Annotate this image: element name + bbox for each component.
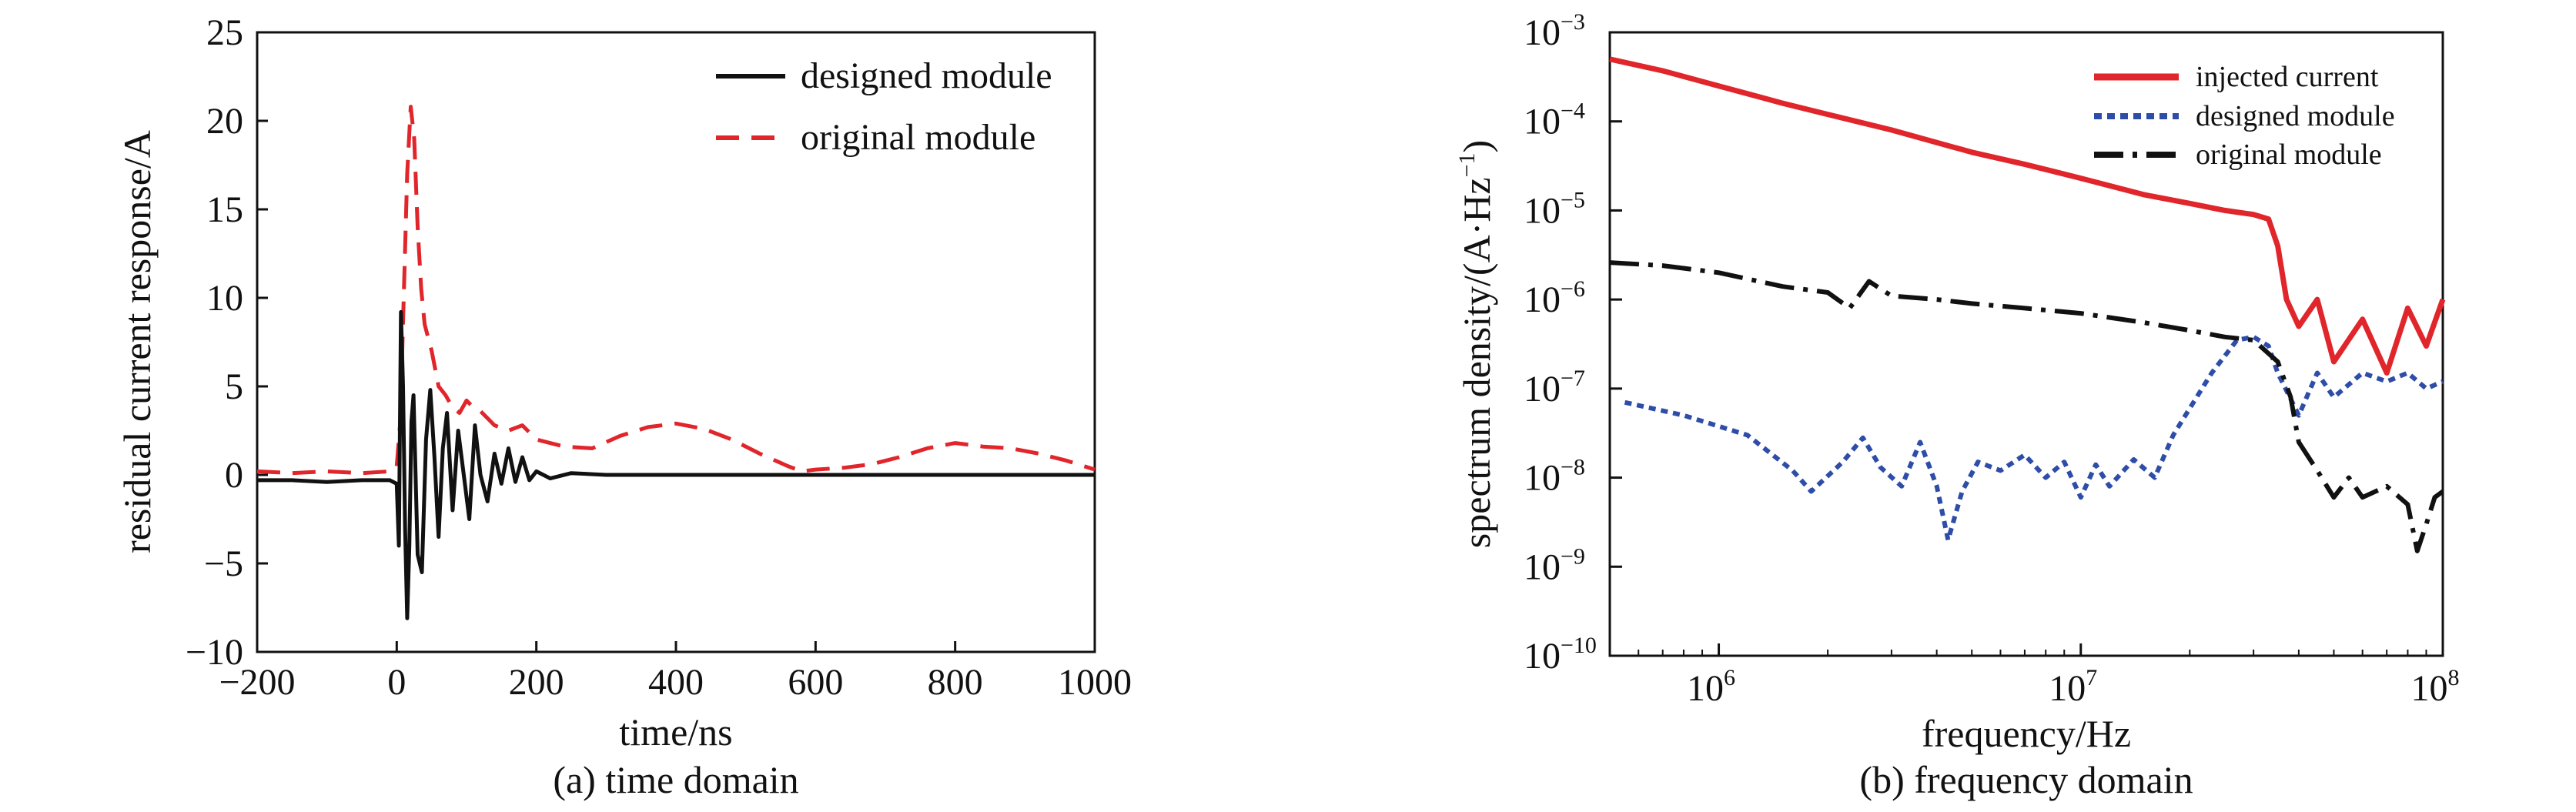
plot-frame-b [1608, 31, 2444, 657]
y-tick-label-a: 25 [206, 12, 243, 53]
series-line-b-original-module [1609, 260, 2444, 553]
series-line-a-original-module [256, 105, 1096, 476]
ticks-b: 106 107 108 10−3 10−4 10−5 10−6 10−7 10−8 10−9 10−… [1524, 9, 2460, 709]
y-tick-label-b: 10−6 [1524, 276, 1585, 320]
y-tick-label-a: −10 [186, 632, 243, 673]
x-tick-label-b: 107 [2049, 665, 2097, 709]
x-tick-label-b: 108 [2411, 665, 2460, 709]
x-tick-label-a: −200 [219, 662, 295, 703]
panel-frequency-domain: 106 107 108 10−3 10−4 10−5 10−6 10−7 10−8 10−9 10−… [1454, 9, 2460, 801]
legend-label-injected: injected current [2196, 61, 2379, 93]
series-a [256, 105, 1096, 620]
legend-a: designed module original module [716, 55, 1052, 158]
series-line-b-designed-module [1624, 334, 2444, 543]
y-axis-label-b: spectrum density/(A·Hz−1) [1454, 140, 1498, 548]
y-axis-label-b-sup: −1 [1454, 152, 1480, 177]
y-tick-label-b: 10−5 [1524, 187, 1585, 231]
y-tick-label-b: 10−8 [1524, 455, 1585, 499]
x-tick-label-a: 800 [928, 662, 983, 703]
legend-label-designed-b: designed module [2196, 100, 2395, 132]
series-line-a-designed-module [257, 309, 1095, 620]
x-tick-label-a: 0 [387, 662, 406, 703]
panel-time-domain: −200 0 200 400 600 800 1000 −10 −5 0 5 10 15 20 25 des… [115, 12, 1132, 801]
x-tick-label-a: 1000 [1058, 662, 1132, 703]
x-tick-label-b: 106 [1687, 665, 1735, 709]
y-tick-label-b: 10−3 [1524, 9, 1585, 53]
legend-label-designed: designed module [801, 55, 1052, 96]
y-tick-label-a: 5 [225, 366, 243, 407]
ticks-a: −200 0 200 400 600 800 1000 −10 −5 0 5 10 15 20 25 [186, 12, 1132, 703]
series-line-b-injected-current [1609, 56, 2446, 376]
caption-b: (b) frequency domain [1859, 758, 2193, 801]
caption-a: (a) time domain [553, 758, 798, 801]
y-tick-label-a: 15 [206, 189, 243, 230]
x-tick-label-a: 600 [788, 662, 843, 703]
y-axis-label-b-close: ) [1455, 140, 1498, 153]
y-tick-label-b: 10−10 [1524, 633, 1597, 677]
legend-label-original: original module [801, 117, 1035, 158]
y-tick-label-a: 20 [206, 101, 243, 142]
legend-label-original-b: original module [2196, 139, 2382, 171]
y-tick-label-a: 0 [225, 455, 243, 496]
y-tick-label-a: 10 [206, 278, 243, 319]
y-tick-label-b: 10−9 [1524, 543, 1585, 587]
x-axis-label-b: frequency/Hz [1922, 712, 2131, 755]
series-b [1609, 56, 2446, 553]
x-axis-label-a: time/ns [619, 710, 732, 754]
y-tick-label-a: −5 [204, 543, 243, 584]
y-axis-label-a: residual current response/A [115, 130, 159, 553]
y-tick-label-b: 10−7 [1524, 366, 1585, 409]
y-tick-label-b: 10−4 [1524, 99, 1585, 142]
x-tick-label-a: 400 [648, 662, 704, 703]
legend-b: injected current designed module origina… [2094, 61, 2395, 171]
y-axis-label-b-main: spectrum density/(A·Hz [1455, 177, 1498, 548]
x-tick-label-a: 200 [509, 662, 564, 703]
